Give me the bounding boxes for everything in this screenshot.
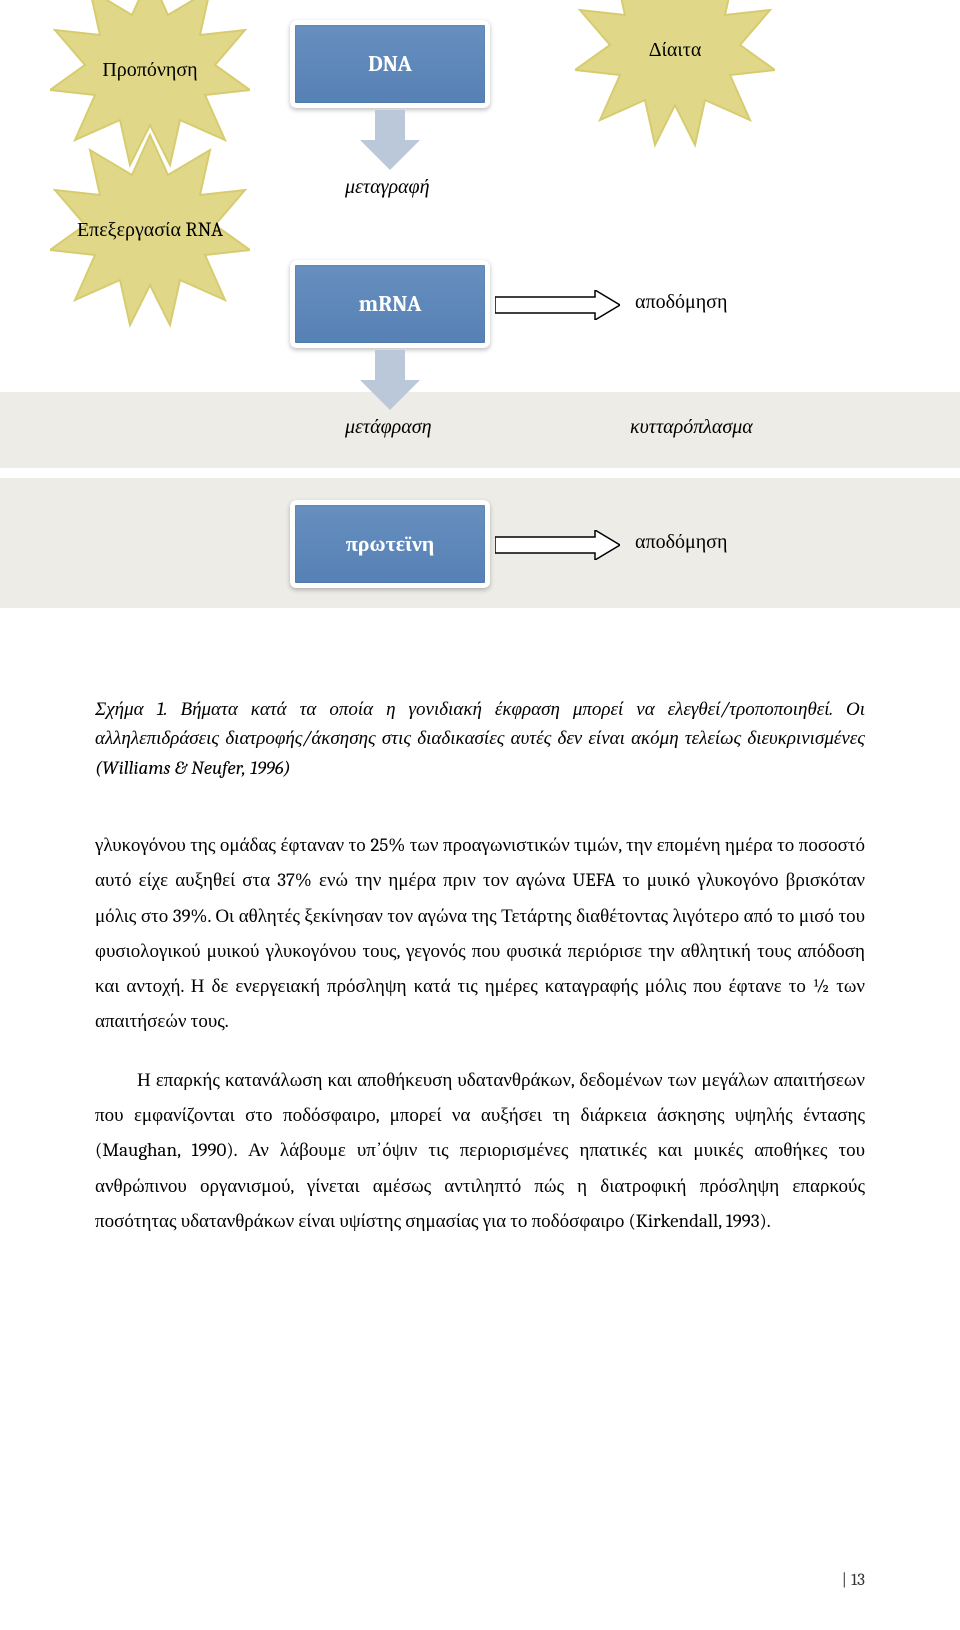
- box-protein-label: πρωτεϊνη: [346, 531, 435, 557]
- body-paragraph-2-text: Η επαρκής κατανάλωση και αποθήκευση υδατ…: [95, 1069, 865, 1232]
- box-mrna-label: mRNA: [359, 291, 422, 317]
- body-paragraph-2: Η επαρκής κατανάλωση και αποθήκευση υδατ…: [95, 1063, 865, 1239]
- label-cytoplasm: κυτταρόπλασμα: [630, 415, 753, 439]
- figure-caption: Σχήμα 1. Βήματα κατά τα οποία η γονιδιακ…: [95, 695, 865, 783]
- block-arrow-degradation-2: [495, 530, 620, 560]
- starburst-diet-label: Δίαιτα: [649, 38, 702, 62]
- label-transcription: μεταγραφή: [345, 175, 430, 199]
- arrow-transcription: [360, 110, 420, 170]
- label-degradation-1: αποδόμηση: [635, 290, 727, 314]
- arrow-translation: [360, 350, 420, 410]
- block-arrow-degradation-1: [495, 290, 620, 320]
- starburst-diet: Δίαιτα: [575, 0, 775, 150]
- chevron-down-icon: [360, 350, 420, 410]
- arrow-right-icon: [495, 290, 620, 320]
- box-dna: DNA: [290, 20, 490, 108]
- background-band-1: [0, 392, 960, 468]
- label-translation: μετάφραση: [345, 415, 432, 439]
- box-mrna: mRNA: [290, 260, 490, 348]
- starburst-rna: Επεξεργασία RNA: [50, 130, 250, 330]
- starburst-rna-label: Επεξεργασία RNA: [77, 218, 223, 242]
- body-paragraph-1: γλυκογόνου της ομάδας έφταναν το 25% των…: [95, 828, 865, 1039]
- chevron-down-icon: [360, 110, 420, 170]
- arrow-right-icon: [495, 530, 620, 560]
- page-number: |13: [842, 1571, 865, 1590]
- diagram-container: Προπόνηση Δίαιτα Επεξεργασία RNA DNA mRN…: [95, 0, 865, 640]
- starburst-training-label: Προπόνηση: [102, 58, 197, 82]
- box-protein: πρωτεϊνη: [290, 500, 490, 588]
- label-degradation-2: αποδόμηση: [635, 530, 727, 554]
- page-number-value: 13: [851, 1571, 865, 1590]
- starburst-icon: [575, 0, 775, 150]
- box-dna-label: DNA: [368, 51, 412, 77]
